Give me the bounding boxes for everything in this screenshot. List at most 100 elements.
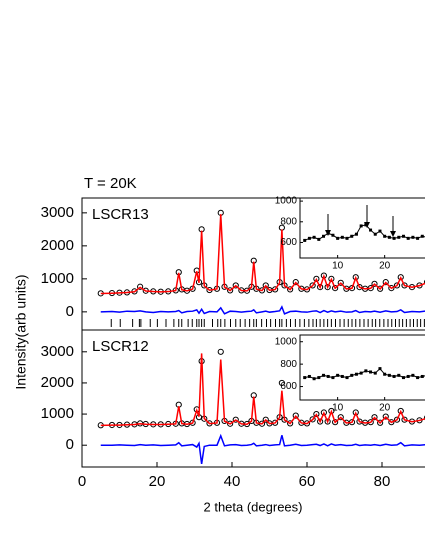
- data-point: [392, 374, 396, 378]
- data-line: [100, 353, 425, 427]
- data-point: [359, 371, 363, 375]
- data-point: [336, 236, 340, 240]
- data-point: [356, 284, 363, 291]
- x-tick-label: 20: [379, 261, 391, 272]
- data-point: [307, 374, 311, 378]
- data-point: [227, 287, 234, 294]
- x-tick-label: 80: [374, 473, 391, 490]
- data-point: [262, 416, 269, 423]
- data-point: [364, 369, 368, 373]
- y-tick-label: 2000: [41, 237, 74, 254]
- data-point: [420, 374, 424, 378]
- plot-area: [303, 367, 425, 381]
- data-point: [320, 409, 327, 416]
- data-point: [232, 416, 239, 423]
- x-tick-label: 40: [224, 473, 241, 490]
- data-point: [378, 229, 382, 233]
- data-point: [373, 232, 377, 236]
- data-line: [100, 305, 425, 315]
- data-point: [313, 410, 320, 418]
- data-point: [369, 370, 373, 374]
- arrow-head: [390, 231, 396, 237]
- data-point: [388, 284, 395, 292]
- axes-frame: [299, 197, 425, 259]
- data-point: [287, 420, 294, 427]
- data-point: [387, 235, 391, 239]
- y-tick-label: 0: [66, 303, 74, 320]
- data-point: [406, 374, 410, 378]
- data-point: [416, 376, 420, 380]
- data-point: [303, 238, 307, 242]
- y-tick-label: 1000: [41, 270, 74, 287]
- data-point: [377, 419, 384, 426]
- data-point: [303, 376, 307, 380]
- data-point: [313, 275, 320, 282]
- data-point: [292, 279, 299, 286]
- data-point: [309, 282, 316, 289]
- data-point: [401, 376, 405, 380]
- data-point: [331, 376, 335, 380]
- data-point: [328, 275, 335, 282]
- y-tick-label: 800: [280, 216, 297, 227]
- data-point: [371, 280, 378, 287]
- inset-background: [300, 198, 425, 258]
- data-point: [345, 376, 349, 380]
- data-point: [388, 419, 395, 426]
- data-point: [317, 284, 324, 291]
- data-point: [324, 284, 331, 291]
- data-point: [309, 416, 316, 423]
- data-point: [322, 234, 326, 238]
- data-point: [392, 236, 396, 240]
- data-point: [217, 348, 224, 355]
- chart-title: T = 20K: [84, 175, 137, 192]
- y-tick-label: 3000: [41, 204, 74, 221]
- data-point: [401, 234, 405, 238]
- y-axis-label: Intensity(arb units): [13, 274, 29, 389]
- data-point: [312, 377, 316, 381]
- arrow-head: [325, 230, 331, 236]
- y-tick-label: 3000: [41, 343, 74, 360]
- data-point: [337, 279, 344, 286]
- data-point: [332, 284, 339, 292]
- data-point: [397, 235, 401, 239]
- y-tick-label: 1000: [275, 196, 298, 207]
- plot-area: [97, 209, 425, 327]
- data-point: [423, 415, 425, 421]
- data-point: [287, 286, 294, 293]
- arrow-head: [364, 222, 370, 228]
- x-tick-label: 0: [78, 473, 86, 490]
- data-point: [307, 236, 311, 240]
- data-point: [350, 234, 354, 238]
- x-tick-label: 60: [299, 473, 316, 490]
- data-point: [359, 224, 363, 228]
- y-tick-label: 1000: [41, 405, 74, 422]
- data-point: [393, 416, 401, 423]
- data-point: [332, 419, 339, 426]
- data-point: [382, 279, 389, 286]
- data-point: [317, 418, 324, 425]
- data-point: [340, 374, 344, 378]
- panel-label: LSCR13: [92, 206, 149, 223]
- data-point: [383, 234, 387, 238]
- data-point: [331, 233, 335, 237]
- data-point: [278, 379, 285, 387]
- data-point: [397, 407, 404, 415]
- data-point: [369, 228, 373, 232]
- data-point: [317, 376, 321, 380]
- data-point: [354, 372, 358, 376]
- data-point: [397, 373, 401, 377]
- y-tick-label: 800: [280, 359, 297, 370]
- data-point: [382, 413, 389, 420]
- axes-frame: [299, 334, 425, 401]
- inset-background: [300, 335, 425, 400]
- panel-label: LSCR12: [92, 338, 149, 355]
- x-tick-label: 10: [332, 403, 344, 414]
- data-point: [312, 235, 316, 239]
- data-point: [411, 373, 415, 377]
- data-point: [326, 374, 330, 378]
- data-point: [411, 235, 415, 239]
- data-point: [377, 285, 384, 292]
- y-tick-label: 600: [280, 381, 297, 392]
- inset: 600 800 1000 10 20: [275, 196, 425, 272]
